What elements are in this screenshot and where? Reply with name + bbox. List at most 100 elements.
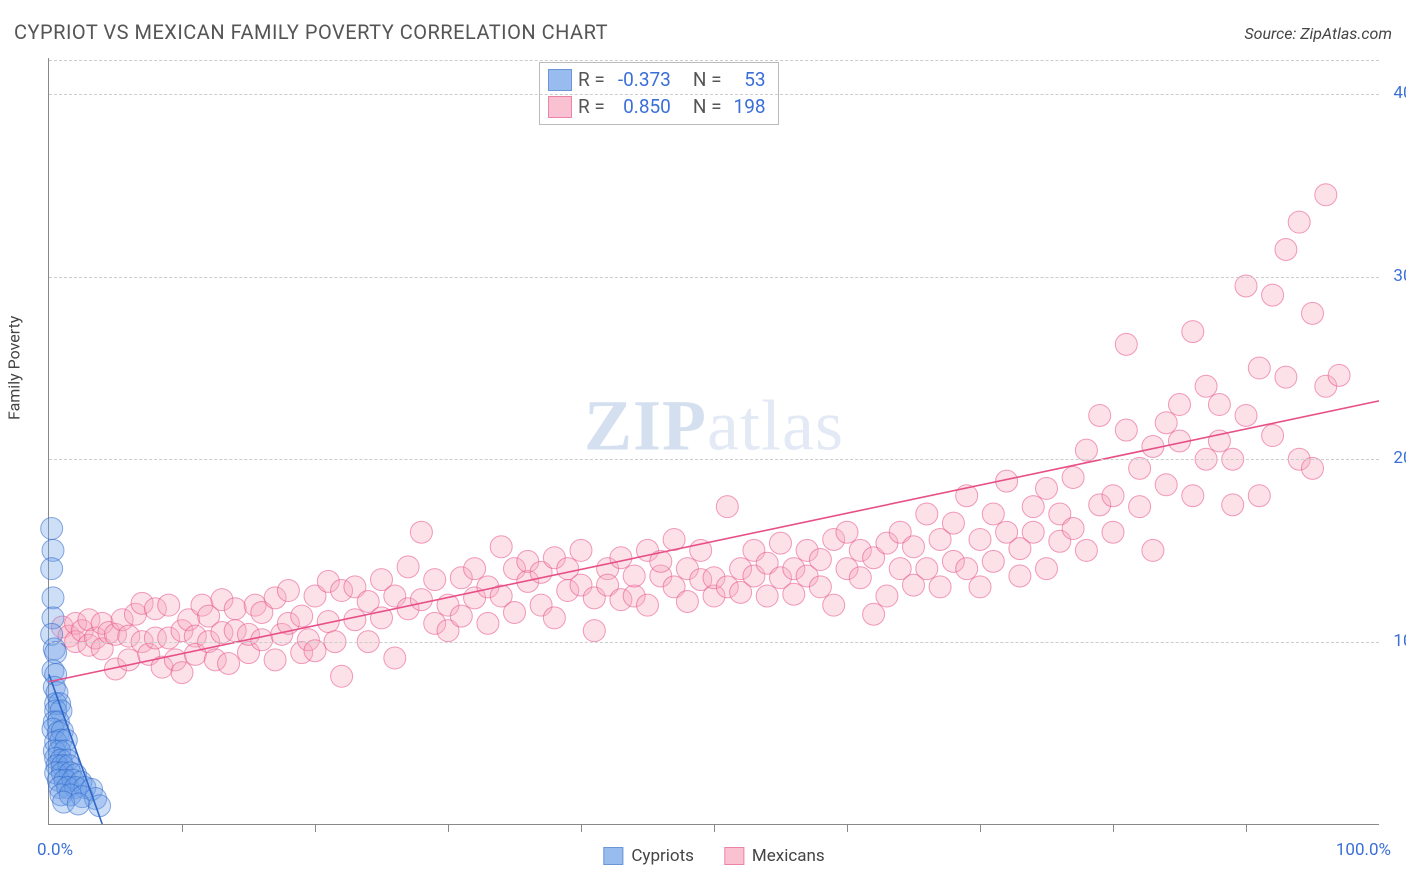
data-point [583, 620, 605, 642]
data-point [770, 532, 792, 554]
data-point [477, 612, 499, 634]
data-point [1222, 494, 1244, 516]
data-point [1036, 477, 1058, 499]
data-point [836, 521, 858, 543]
data-point [849, 567, 871, 589]
series-label-mexicans: Mexicans [752, 846, 825, 866]
data-point [218, 653, 240, 675]
data-point [809, 576, 831, 598]
data-point [304, 640, 326, 662]
y-tick-label: 20.0% [1393, 448, 1406, 468]
y-tick-label: 10.0% [1393, 631, 1406, 651]
data-point [1075, 439, 1097, 461]
data-point [969, 528, 991, 550]
data-point [1288, 211, 1310, 233]
data-point [863, 603, 885, 625]
data-point [89, 795, 111, 817]
series-legend: Cypriots Mexicans [603, 846, 824, 866]
data-point [676, 590, 698, 612]
data-point [610, 547, 632, 569]
data-point [171, 662, 193, 684]
data-point [876, 585, 898, 607]
data-point [424, 569, 446, 591]
data-point [1262, 425, 1284, 447]
x-tick-label: 100.0% [1336, 840, 1391, 860]
data-point [956, 558, 978, 580]
data-point [67, 793, 89, 815]
scatter-svg [49, 58, 1379, 824]
data-point [637, 594, 659, 616]
data-point [783, 583, 805, 605]
data-point [1062, 466, 1084, 488]
data-point [809, 549, 831, 571]
data-point [291, 605, 313, 627]
data-point [251, 629, 273, 651]
data-point [344, 609, 366, 631]
data-point [929, 576, 951, 598]
data-point [118, 649, 140, 671]
data-point [1235, 404, 1257, 426]
data-point [331, 665, 353, 687]
chart-title: CYPRIOT VS MEXICAN FAMILY POVERTY CORREL… [14, 20, 608, 44]
data-point [663, 528, 685, 550]
data-point [1022, 496, 1044, 518]
data-point [1036, 558, 1058, 580]
data-point [1115, 419, 1137, 441]
data-point [1075, 539, 1097, 561]
data-point [264, 649, 286, 671]
data-point [41, 558, 63, 580]
swatch-cypriots-bottom [603, 847, 623, 865]
data-point [1262, 284, 1284, 306]
data-point [716, 496, 738, 518]
source-credit: Source: ZipAtlas.com [1244, 24, 1392, 43]
data-point [1155, 474, 1177, 496]
data-point [1248, 357, 1270, 379]
data-point [1102, 485, 1124, 507]
data-point [1089, 404, 1111, 426]
data-point [916, 503, 938, 525]
data-point [982, 550, 1004, 572]
x-tick-label: 0.0% [37, 840, 73, 860]
data-point [942, 512, 964, 534]
data-point [1182, 485, 1204, 507]
data-point [410, 521, 432, 543]
plot-area: ZIPatlas R = -0.373 N = 53 R = 0.850 N =… [48, 58, 1379, 825]
data-point [1129, 496, 1151, 518]
data-point [1235, 275, 1257, 297]
data-point [570, 539, 592, 561]
data-point [1182, 321, 1204, 343]
data-point [410, 589, 432, 611]
data-point [1275, 366, 1297, 388]
series-label-cypriots: Cypriots [631, 846, 694, 866]
y-axis-label: Family Poverty [5, 316, 24, 420]
data-point [1302, 457, 1324, 479]
data-point [623, 565, 645, 587]
data-point [397, 556, 419, 578]
data-point [490, 536, 512, 558]
data-point [1248, 485, 1270, 507]
data-point [1142, 539, 1164, 561]
data-point [543, 607, 565, 629]
data-point [1155, 412, 1177, 434]
data-point [1208, 394, 1230, 416]
data-point [1009, 565, 1031, 587]
data-point [41, 518, 63, 540]
data-point [158, 594, 180, 616]
data-point [982, 503, 1004, 525]
y-tick-label: 40.0% [1393, 83, 1406, 103]
y-tick-label: 30.0% [1393, 266, 1406, 286]
data-point [504, 601, 526, 623]
data-point [756, 585, 778, 607]
data-point [464, 558, 486, 580]
data-point [1302, 302, 1324, 324]
data-point [1129, 457, 1151, 479]
data-point [969, 576, 991, 598]
data-point [1275, 239, 1297, 261]
data-point [1328, 364, 1350, 386]
data-point [916, 558, 938, 580]
data-point [1169, 394, 1191, 416]
swatch-mexicans-bottom [724, 847, 744, 865]
data-point [903, 536, 925, 558]
data-point [1195, 375, 1217, 397]
data-point [1022, 521, 1044, 543]
